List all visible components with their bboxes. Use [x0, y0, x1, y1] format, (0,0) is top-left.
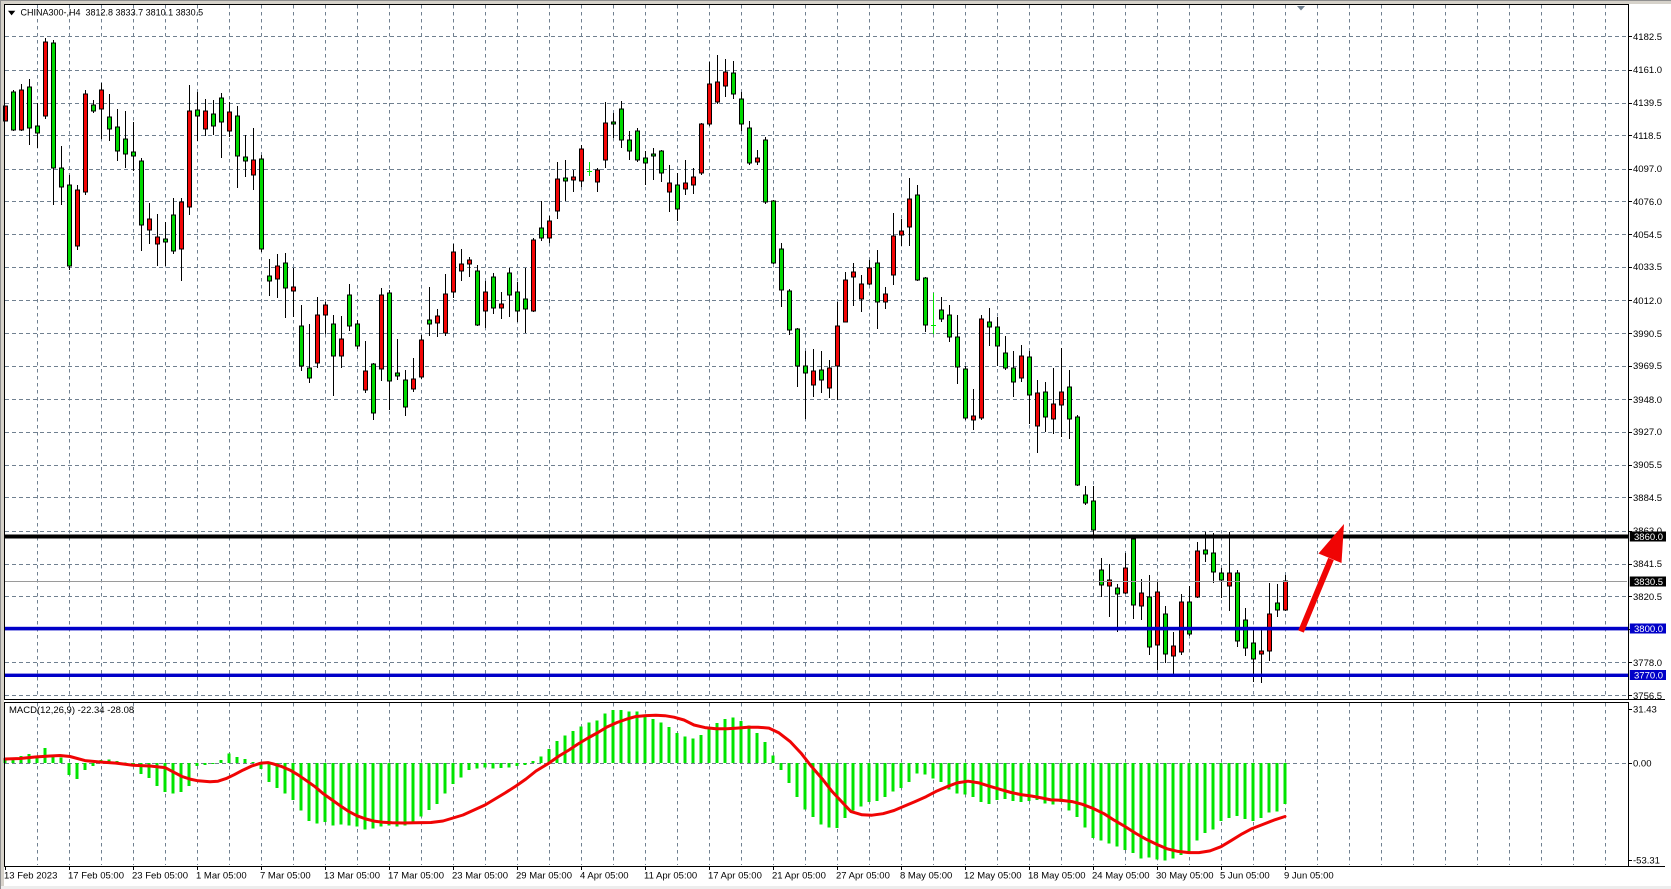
svg-text:4054.5: 4054.5	[1633, 230, 1662, 241]
svg-text:3756.5: 3756.5	[1633, 691, 1662, 702]
svg-text:3990.5: 3990.5	[1633, 329, 1662, 340]
svg-text:30 May 05:00: 30 May 05:00	[1156, 871, 1214, 882]
svg-text:27 Apr 05:00: 27 Apr 05:00	[836, 871, 890, 882]
svg-text:18 May 05:00: 18 May 05:00	[1028, 871, 1086, 882]
svg-text:31.43: 31.43	[1633, 705, 1657, 716]
svg-text:3770.0: 3770.0	[1634, 671, 1663, 682]
svg-text:1 Mar 05:00: 1 Mar 05:00	[196, 871, 247, 882]
svg-text:4161.0: 4161.0	[1633, 65, 1662, 76]
svg-text:9 Jun 05:00: 9 Jun 05:00	[1284, 871, 1334, 882]
svg-text:3927.0: 3927.0	[1633, 427, 1662, 438]
svg-text:3820.5: 3820.5	[1633, 592, 1662, 603]
svg-text:3884.5: 3884.5	[1633, 493, 1662, 504]
svg-text:4139.5: 4139.5	[1633, 98, 1662, 109]
svg-text:5 Jun 05:00: 5 Jun 05:00	[1220, 871, 1270, 882]
svg-text:3905.5: 3905.5	[1633, 460, 1662, 471]
svg-text:-53.31: -53.31	[1633, 856, 1660, 867]
svg-text:4076.0: 4076.0	[1633, 197, 1662, 208]
svg-text:23 Feb 05:00: 23 Feb 05:00	[132, 871, 188, 882]
svg-text:17 Mar 05:00: 17 Mar 05:00	[388, 871, 444, 882]
svg-text:3778.0: 3778.0	[1633, 658, 1662, 669]
svg-text:4118.5: 4118.5	[1633, 131, 1661, 142]
svg-text:4033.5: 4033.5	[1633, 262, 1662, 273]
svg-text:17 Feb 05:00: 17 Feb 05:00	[68, 871, 124, 882]
svg-text:7 Mar 05:00: 7 Mar 05:00	[260, 871, 311, 882]
svg-text:CHINA300-,H4 3812.8 3833.7 38: CHINA300-,H4 3812.8 3833.7 3810.1 3830.5	[21, 8, 204, 18]
svg-text:13 Mar 05:00: 13 Mar 05:00	[324, 871, 380, 882]
svg-text:21 Apr 05:00: 21 Apr 05:00	[772, 871, 826, 882]
svg-text:0.00: 0.00	[1633, 759, 1652, 770]
svg-text:13 Feb 2023: 13 Feb 2023	[4, 871, 57, 882]
svg-text:3969.5: 3969.5	[1633, 361, 1662, 372]
svg-text:4 Apr 05:00: 4 Apr 05:00	[580, 871, 629, 882]
svg-text:24 May 05:00: 24 May 05:00	[1092, 871, 1150, 882]
svg-text:3830.5: 3830.5	[1634, 577, 1663, 588]
svg-text:29 Mar 05:00: 29 Mar 05:00	[516, 871, 572, 882]
svg-text:17 Apr 05:00: 17 Apr 05:00	[708, 871, 762, 882]
svg-text:3948.0: 3948.0	[1633, 395, 1662, 406]
svg-text:3860.0: 3860.0	[1634, 532, 1663, 543]
svg-text:12 May 05:00: 12 May 05:00	[964, 871, 1022, 882]
svg-text:4097.0: 4097.0	[1633, 164, 1662, 175]
svg-text:4012.0: 4012.0	[1633, 296, 1662, 307]
svg-text:4182.5: 4182.5	[1633, 32, 1662, 43]
svg-text:11 Apr 05:00: 11 Apr 05:00	[644, 871, 697, 882]
svg-text:8 May 05:00: 8 May 05:00	[900, 871, 952, 882]
svg-text:3800.0: 3800.0	[1634, 624, 1663, 635]
svg-text:3841.5: 3841.5	[1633, 559, 1662, 570]
svg-text:23 Mar 05:00: 23 Mar 05:00	[452, 871, 508, 882]
svg-text:MACD(12,26,9) -22.34 -28.08: MACD(12,26,9) -22.34 -28.08	[9, 705, 134, 716]
